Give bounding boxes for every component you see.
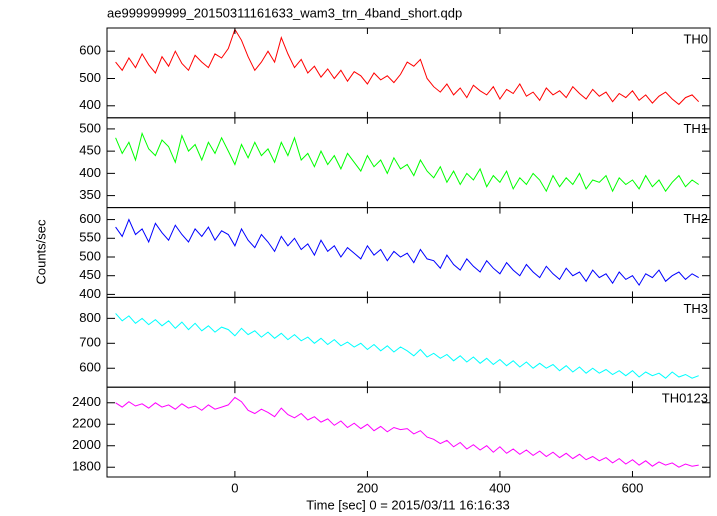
y-tick-label: 450	[79, 267, 101, 282]
panel-label: TH0123	[662, 391, 708, 406]
y-tick-label: 2400	[72, 394, 101, 409]
y-tick-label: 800	[79, 310, 101, 325]
panel-frame	[106, 117, 711, 209]
light-curve	[115, 218, 699, 287]
y-tick-label: 2000	[72, 437, 101, 452]
y-tick-label: 700	[79, 335, 101, 350]
y-tick-label: 400	[79, 165, 101, 180]
y-tick-label: 400	[79, 286, 101, 301]
y-tick-label: 500	[79, 248, 101, 263]
x-tick-label: 0	[231, 480, 238, 495]
y-tick-label: 500	[79, 120, 101, 135]
y-tick-label: 400	[79, 97, 101, 112]
y-axis-label: Counts/sec	[33, 219, 48, 285]
y-tick-label: 450	[79, 143, 101, 158]
light-curve	[115, 28, 700, 106]
x-tick-label: 400	[489, 480, 511, 495]
y-tick-label: 600	[79, 211, 101, 226]
panel-frame	[106, 27, 711, 119]
x-tick-label: 600	[622, 480, 644, 495]
y-tick-label: 1800	[72, 459, 101, 474]
panel-frame	[106, 296, 711, 388]
panel-frame	[106, 386, 711, 478]
y-tick-label: 600	[79, 43, 101, 58]
y-tick-label: 350	[79, 187, 101, 202]
x-tick-label: 200	[357, 480, 379, 495]
panel-frame	[106, 207, 711, 298]
x-axis-label: Time [sec] 0 = 2015/03/11 16:16:33	[306, 497, 509, 512]
chart-title: ae999999999_20150311161633_wam3_trn_4ban…	[107, 5, 462, 20]
y-tick-label: 500	[79, 70, 101, 85]
y-tick-label: 2200	[72, 416, 101, 431]
panel-label: TH1	[683, 121, 708, 136]
light-curve	[115, 396, 699, 468]
panel-label: TH2	[683, 211, 708, 226]
light-curve	[115, 313, 699, 379]
panel-label: TH3	[683, 301, 708, 316]
y-tick-label: 550	[79, 230, 101, 245]
panel-label: TH0	[683, 31, 708, 46]
y-tick-label: 600	[79, 360, 101, 375]
light-curve	[115, 131, 699, 193]
